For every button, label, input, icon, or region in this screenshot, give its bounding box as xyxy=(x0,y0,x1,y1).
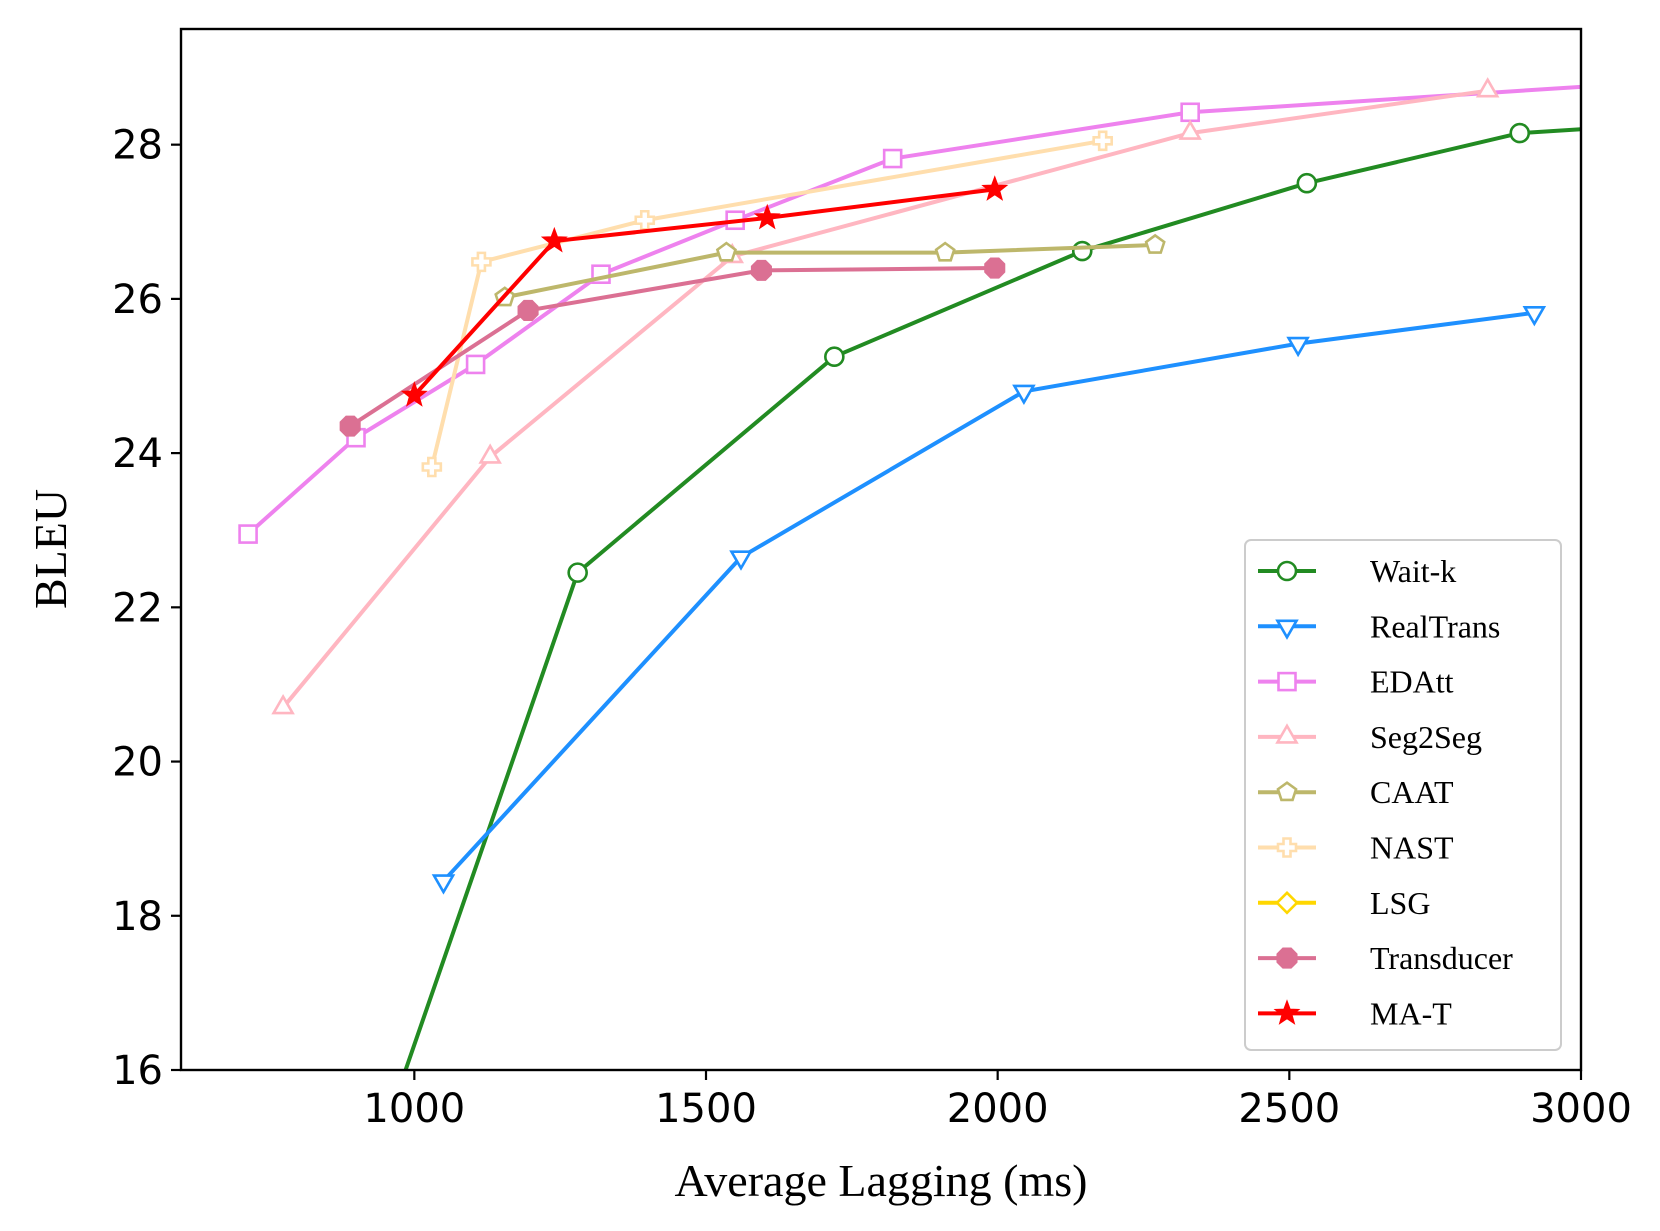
data-point-caat xyxy=(934,241,956,262)
series-line-caat xyxy=(504,242,1156,300)
legend-item-lsg: LSG xyxy=(1258,885,1430,921)
y-tick-label: 24 xyxy=(112,431,163,477)
legend-item-caat: CAAT xyxy=(1258,774,1454,810)
legend-marker xyxy=(1276,837,1298,858)
data-point-transducer xyxy=(750,259,772,281)
y-axis: 16 18 20 22 24 26 28 xyxy=(112,123,181,1094)
y-tick-label: 26 xyxy=(112,277,163,323)
legend-marker xyxy=(1275,723,1299,744)
legend-label: NAST xyxy=(1370,830,1454,866)
legend-item-ma-t: MA-T xyxy=(1258,995,1452,1031)
data-point-realtrans xyxy=(1286,336,1310,358)
x-tick-label: 2000 xyxy=(947,1086,1049,1132)
x-tick-label: 1500 xyxy=(655,1086,757,1132)
legend-item-edatt: EDAtt xyxy=(1258,664,1454,700)
data-point-seg2seg xyxy=(1178,119,1202,140)
data-point-edatt xyxy=(465,354,486,375)
data-point-realtrans xyxy=(729,550,753,571)
legend-marker xyxy=(1276,947,1298,969)
x-tick-label: 1000 xyxy=(363,1086,465,1132)
data-point-transducer xyxy=(517,299,539,321)
data-point-caat xyxy=(715,241,737,262)
y-tick-label: 28 xyxy=(112,123,163,169)
data-point-nast xyxy=(634,209,656,231)
legend-label: Transducer xyxy=(1370,940,1513,976)
legend-label: LSG xyxy=(1370,885,1430,921)
data-point-wait-k xyxy=(824,346,845,368)
data-point-transducer xyxy=(984,257,1006,279)
data-point-wait-k xyxy=(1296,172,1318,194)
y-tick-label: 16 xyxy=(112,1048,163,1094)
data-point-nast xyxy=(421,456,443,478)
series-edatt xyxy=(238,84,1581,544)
y-tick-label: 22 xyxy=(112,585,163,631)
data-point-wait-k xyxy=(1509,122,1531,144)
y-axis-title: BLEU xyxy=(25,489,76,609)
data-point-ma-t xyxy=(400,381,428,407)
data-point-transducer xyxy=(339,415,361,437)
data-point-ma-t xyxy=(981,175,1009,201)
legend: Wait-k RealTrans EDAtt Seg2Seg CAAT NAST LSG Tr… xyxy=(1244,539,1562,1051)
data-point-realtrans xyxy=(1522,305,1547,327)
data-point-nast xyxy=(471,251,492,273)
legend-marker xyxy=(1277,671,1297,692)
data-point-seg2seg xyxy=(1475,77,1500,98)
legend-marker xyxy=(1275,619,1299,640)
plot-frame xyxy=(179,27,1583,1072)
data-point-realtrans xyxy=(1012,384,1036,406)
data-point-wait-k xyxy=(1071,240,1093,262)
y-tick-label: 20 xyxy=(112,740,163,786)
data-point-edatt xyxy=(1180,102,1200,123)
series-line-edatt xyxy=(246,84,1581,536)
data-point-caat xyxy=(1144,233,1166,254)
legend-item-seg2seg: Seg2Seg xyxy=(1258,719,1482,755)
legend-label: Wait-k xyxy=(1370,553,1456,589)
legend-marker xyxy=(1275,890,1299,915)
x-tick-label: 2500 xyxy=(1238,1086,1340,1132)
legend-marker xyxy=(1276,560,1298,582)
series-wait-k xyxy=(403,122,1581,1070)
y-tick-label: 18 xyxy=(112,894,163,940)
data-point-realtrans xyxy=(431,874,456,895)
data-point-nast xyxy=(1092,130,1113,152)
series-line-ma-t xyxy=(412,187,995,397)
legend-label: RealTrans xyxy=(1370,608,1500,644)
data-point-ma-t xyxy=(753,203,781,230)
data-point-seg2seg xyxy=(478,443,502,464)
legend-marker xyxy=(1273,999,1301,1025)
x-axis: 1000 1500 2000 2500 3000 xyxy=(363,1070,1632,1132)
data-point-seg2seg xyxy=(271,693,295,715)
legend-frame xyxy=(1244,539,1562,1051)
legend-item-transducer: Transducer xyxy=(1258,940,1513,976)
legend-label: CAAT xyxy=(1370,774,1454,810)
legend-item-realtrans: RealTrans xyxy=(1258,608,1500,644)
legend-label: EDAtt xyxy=(1370,664,1454,700)
data-point-edatt xyxy=(238,524,258,544)
legend-item-wait-k: Wait-k xyxy=(1258,553,1456,589)
series-ma-t xyxy=(400,175,1009,407)
series-realtrans xyxy=(431,305,1547,895)
data-point-wait-k xyxy=(567,562,588,583)
legend-item-nast: NAST xyxy=(1258,830,1454,866)
series-layer xyxy=(238,77,1581,1070)
legend-marker xyxy=(1276,781,1298,802)
x-tick-label: 3000 xyxy=(1530,1086,1632,1132)
legend-label: Seg2Seg xyxy=(1370,719,1482,755)
data-point-ma-t xyxy=(540,226,568,253)
data-point-edatt xyxy=(882,148,903,169)
x-axis-title: Average Lagging (ms) xyxy=(675,1155,1088,1206)
series-transducer xyxy=(339,257,1006,437)
legend-label: MA-T xyxy=(1370,995,1452,1031)
